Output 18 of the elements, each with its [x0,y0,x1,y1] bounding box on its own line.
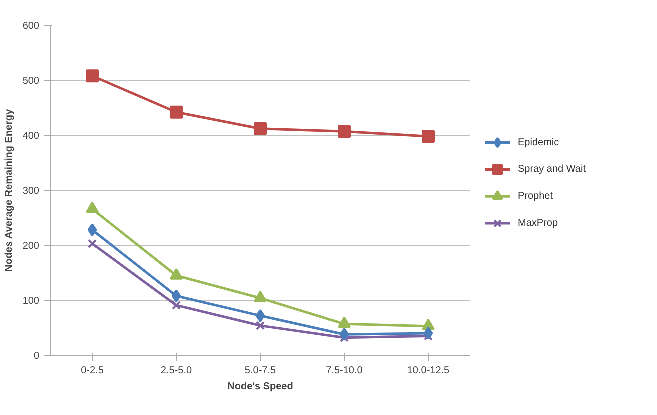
x-tick-label: 5.0-7.5 [244,366,277,376]
legend-label: MaxProp [518,218,558,230]
x-tick-label: 2.5-5.0 [160,366,193,376]
y-tick-label: 200 [22,241,40,252]
y-tick-label: 600 [22,21,40,32]
x-tick-label: 10.0-12.5 [407,366,450,376]
x-axis-title: Node's Speed [228,382,294,392]
y-tick-label: 0 [34,351,40,362]
y-tick-label: 500 [22,76,40,87]
x-tick-label: 0-2.5 [81,366,104,376]
y-tick-label: 300 [22,186,40,197]
y-axis-title: Nodes Average Remaining Energy [4,108,15,272]
legend-label: Prophet [518,191,554,202]
x-tick-label: 7.5-10.0 [326,366,364,376]
legend-label: Spray and Wait [518,164,586,176]
legend-label: Epidemic [518,137,560,148]
y-tick-label: 400 [22,131,40,142]
y-tick-label: 100 [22,296,40,307]
